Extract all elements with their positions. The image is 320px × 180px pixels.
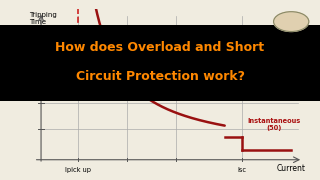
Text: Ipick up: Ipick up xyxy=(65,167,91,173)
Text: Tripping
Time: Tripping Time xyxy=(29,12,57,25)
Text: IDMT Curve (51): IDMT Curve (51) xyxy=(120,54,197,63)
Text: Current: Current xyxy=(276,164,306,173)
Text: How does Overload and Short: How does Overload and Short xyxy=(55,41,265,54)
Text: Isc: Isc xyxy=(237,167,246,173)
Text: Instantaneous
(50): Instantaneous (50) xyxy=(247,118,300,131)
Text: Circuit Protection work?: Circuit Protection work? xyxy=(76,70,244,83)
